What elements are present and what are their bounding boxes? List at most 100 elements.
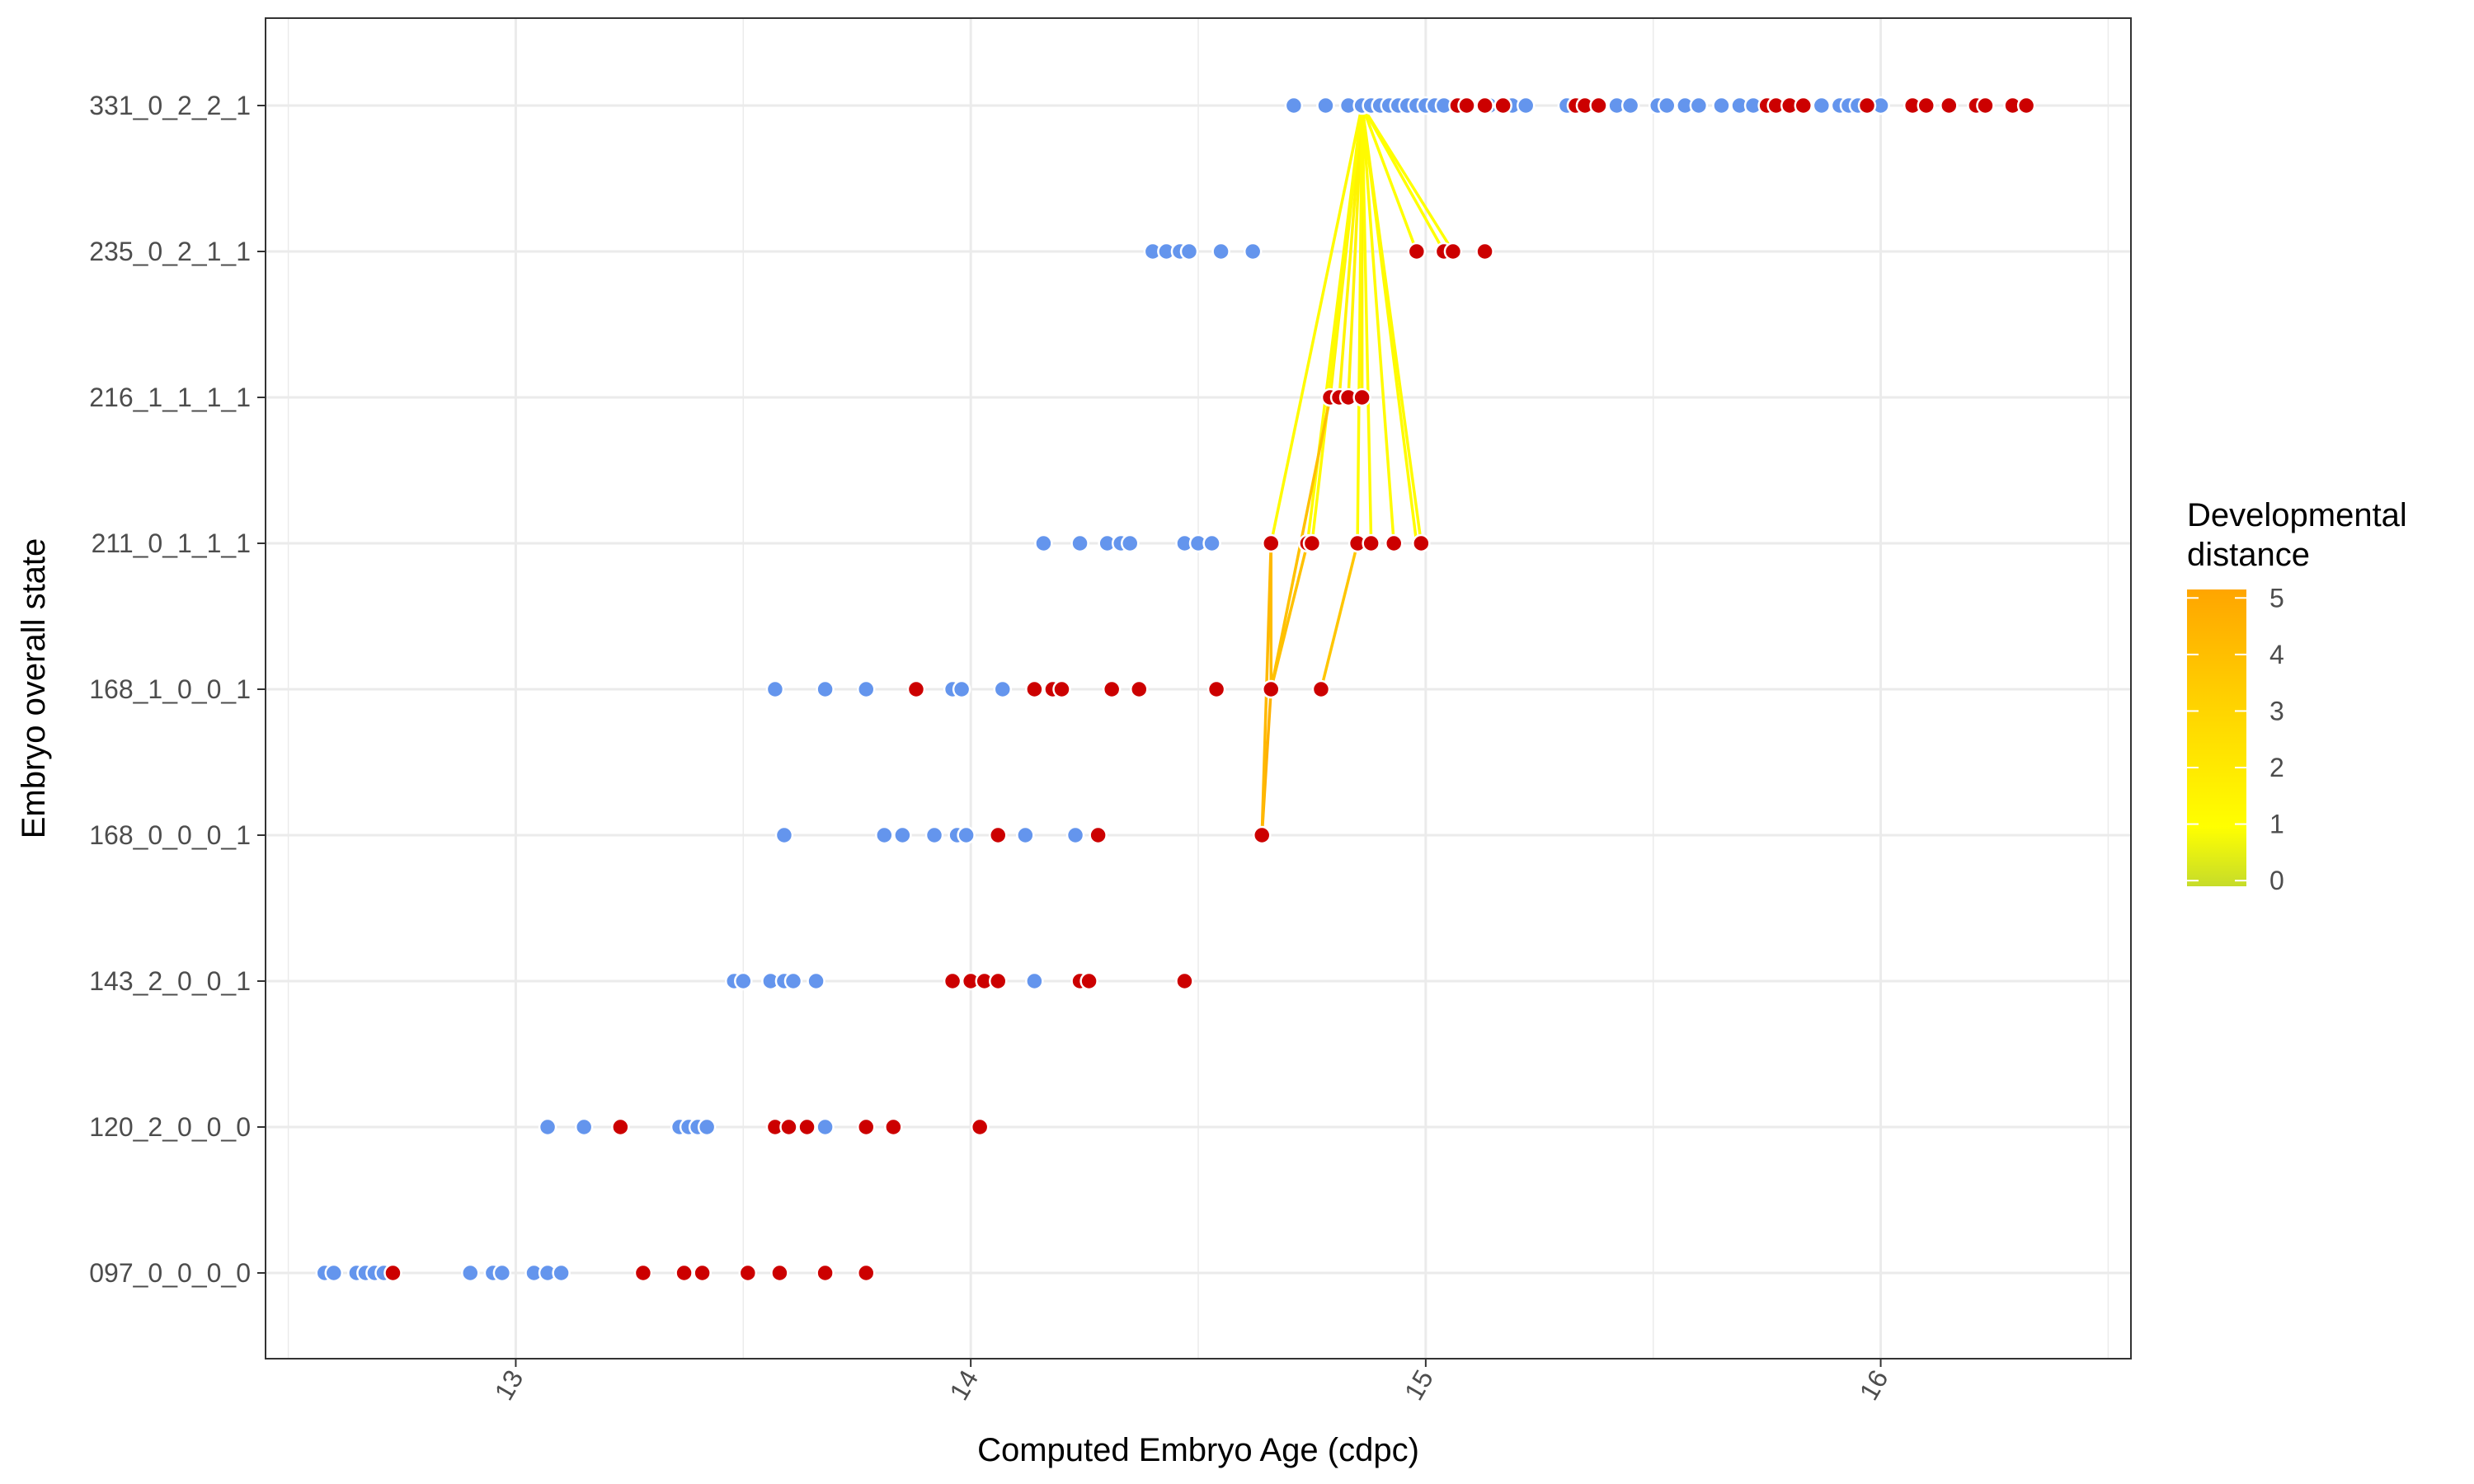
data-point-red <box>770 1263 789 1283</box>
data-point-red <box>906 679 926 699</box>
data-point-red <box>1384 533 1404 553</box>
data-point-red <box>1362 533 1380 553</box>
legend-tick-label: 5 <box>2269 583 2284 613</box>
distance-segment <box>1310 105 1364 544</box>
legend-tick-label: 4 <box>2269 640 2284 669</box>
data-point-red <box>738 1263 758 1283</box>
data-point-red <box>943 971 962 991</box>
data-point-red <box>988 825 1008 845</box>
data-point-blue <box>924 825 944 845</box>
data-point-red <box>884 1117 903 1137</box>
data-point-blue <box>1070 533 1089 553</box>
data-point-red <box>1311 679 1331 699</box>
distance-segments <box>1260 105 1455 836</box>
data-point-blue <box>552 1263 571 1283</box>
data-point-red <box>857 1117 876 1137</box>
data-point-blue <box>957 825 976 845</box>
data-point-blue <box>1120 533 1140 553</box>
data-point-red <box>1940 96 1959 115</box>
legend-tick-label: 2 <box>2269 753 2284 782</box>
data-point-red <box>1457 96 1476 115</box>
data-point-red <box>2016 96 2036 115</box>
data-point-blue <box>1065 825 1085 845</box>
data-point-blue <box>893 825 912 845</box>
data-point-blue <box>461 1263 480 1283</box>
distance-segment <box>1360 105 1373 544</box>
data-point-red <box>970 1117 990 1137</box>
legend-title-line-1: Developmental <box>2187 497 2407 533</box>
data-point-blue <box>1516 96 1536 115</box>
data-point-red <box>1130 679 1149 699</box>
data-point-red <box>1475 96 1494 115</box>
data-point-blue <box>1712 96 1731 115</box>
data-point-blue <box>1658 96 1677 115</box>
data-point-red <box>1857 96 1877 115</box>
distance-segment <box>1338 105 1364 398</box>
legend-tick-label: 1 <box>2269 810 2284 839</box>
data-point-blue <box>765 679 785 699</box>
data-point-blue <box>816 1117 835 1137</box>
data-point-blue <box>1316 96 1335 115</box>
x-tick-label: 13 <box>489 1365 529 1406</box>
data-point-red <box>383 1263 402 1283</box>
data-point-red <box>1052 679 1071 699</box>
distance-segment <box>1360 105 1395 544</box>
legend-ticks: 0 1 2 3 4 5 <box>2187 583 2284 895</box>
x-tick-label: 15 <box>1399 1365 1439 1406</box>
data-point-red <box>797 1117 816 1137</box>
y-tick-label: 168_0_0_0_1 <box>89 820 251 850</box>
y-tick-label: 168_1_0_0_1 <box>89 674 251 704</box>
data-point-blue <box>1284 96 1304 115</box>
data-point-red <box>1262 679 1281 699</box>
data-point-red <box>779 1117 798 1137</box>
data-point-blue <box>1202 533 1221 553</box>
distance-segment <box>1269 105 1364 544</box>
data-point-blue <box>807 971 825 991</box>
x-tick-label: 16 <box>1854 1365 1894 1406</box>
data-point-blue <box>1243 242 1263 261</box>
data-point-red <box>1079 971 1098 991</box>
data-point-blue <box>538 1117 557 1137</box>
data-point-blue <box>734 971 753 991</box>
data-point-blue <box>1620 96 1640 115</box>
data-point-red <box>1917 96 1935 115</box>
data-point-blue <box>324 1263 344 1283</box>
data-point-blue <box>492 1263 512 1283</box>
data-point-red <box>675 1263 694 1283</box>
data-point-blue <box>1179 242 1199 261</box>
data-point-red <box>1089 825 1108 845</box>
legend-tick-label: 0 <box>2269 866 2284 895</box>
data-point-blue <box>1812 96 1832 115</box>
data-point-red <box>1175 971 1194 991</box>
data-point-red <box>1206 679 1226 699</box>
y-tick-label: 331_0_2_2_1 <box>89 91 251 120</box>
data-point-red <box>1102 679 1122 699</box>
distance-segment <box>1319 542 1359 690</box>
data-point-red <box>1352 387 1371 407</box>
distance-segment <box>1356 105 1364 544</box>
data-point-red <box>611 1117 630 1137</box>
data-point-blue <box>993 679 1013 699</box>
y-tick-label: 216_1_1_1_1 <box>89 383 251 412</box>
data-point-red <box>633 1263 653 1283</box>
data-point-red <box>988 971 1008 991</box>
data-point-red <box>1025 679 1044 699</box>
data-point-red <box>1302 533 1322 553</box>
distance-segment <box>1360 105 1418 544</box>
data-point-red <box>1493 96 1512 115</box>
data-point-red <box>1252 825 1272 845</box>
data-point-blue <box>574 1117 594 1137</box>
data-point-blue <box>697 1117 717 1137</box>
data-point-blue <box>816 679 835 699</box>
data-point-red <box>1443 242 1463 261</box>
data-point-blue <box>1025 971 1044 991</box>
data-point-red <box>816 1263 835 1283</box>
distance-segment <box>1347 105 1364 398</box>
data-point-red <box>693 1263 712 1283</box>
y-tick-label: 143_2_0_0_1 <box>89 966 251 996</box>
y-tick-label: 097_0_0_0_0 <box>89 1258 251 1288</box>
data-point-blue <box>1211 242 1230 261</box>
data-point-blue <box>1016 825 1035 845</box>
distance-segment <box>1361 105 1455 252</box>
